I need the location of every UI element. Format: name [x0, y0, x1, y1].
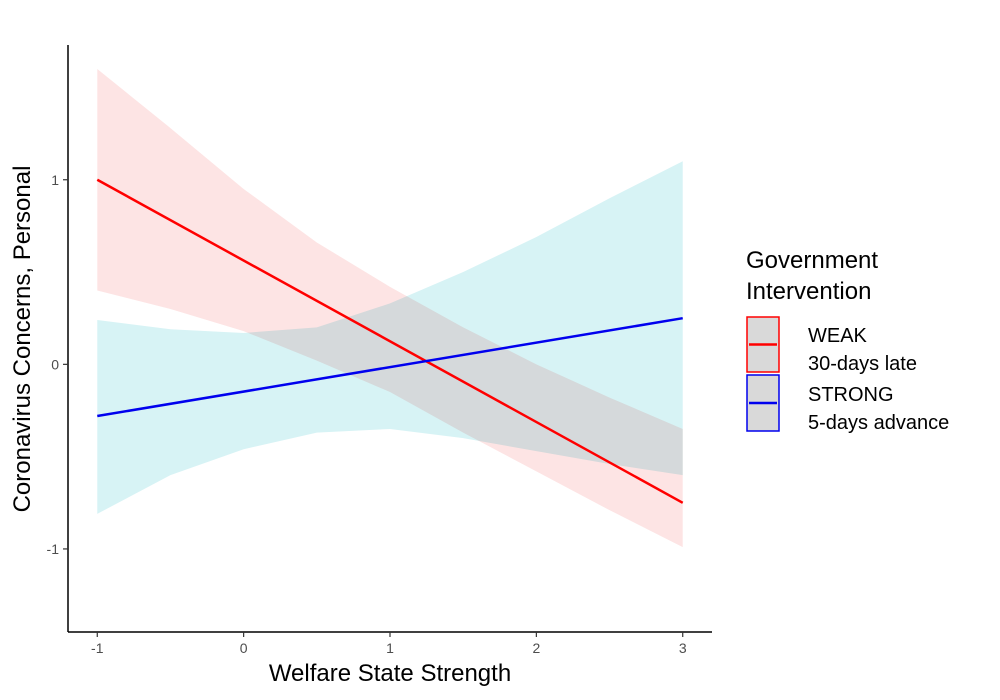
axis-ticks: -1 0 1 2 3 -1 0 1: [47, 172, 687, 656]
series-line-weak: [96, 178, 684, 504]
x-tick-label: 2: [532, 640, 540, 656]
plot-area: [96, 68, 684, 548]
legend-title-line1: Government: [746, 247, 878, 274]
legend-item-strong: STRONG 5-days advance: [746, 374, 949, 434]
x-tick-label: -1: [91, 640, 104, 656]
legend-label-strong-line2: 5-days advance: [808, 412, 949, 434]
legend-label-weak-line1: WEAK: [808, 325, 868, 347]
ci-ribbon-strong: [97, 161, 683, 514]
x-tick-label: 0: [240, 640, 248, 656]
x-tick-label: 1: [386, 640, 394, 656]
series-line-strong: [97, 316, 683, 418]
legend-title-line2: Intervention: [746, 278, 871, 305]
legend-item-weak: WEAK 30-days late: [746, 316, 917, 375]
legend: Government Intervention WEAK 30-days lat…: [746, 247, 949, 434]
legend-label-weak-line2: 30-days late: [808, 353, 917, 375]
legend-label-strong-line1: STRONG: [808, 384, 894, 406]
y-axis-title: Coronavirus Concerns, Personal: [9, 166, 36, 513]
x-tick-label: 3: [679, 640, 687, 656]
y-tick-label: 0: [51, 356, 59, 372]
x-axis-title: Welfare State Strength: [269, 660, 511, 687]
y-tick-label: -1: [47, 541, 60, 557]
y-tick-label: 1: [51, 172, 59, 188]
